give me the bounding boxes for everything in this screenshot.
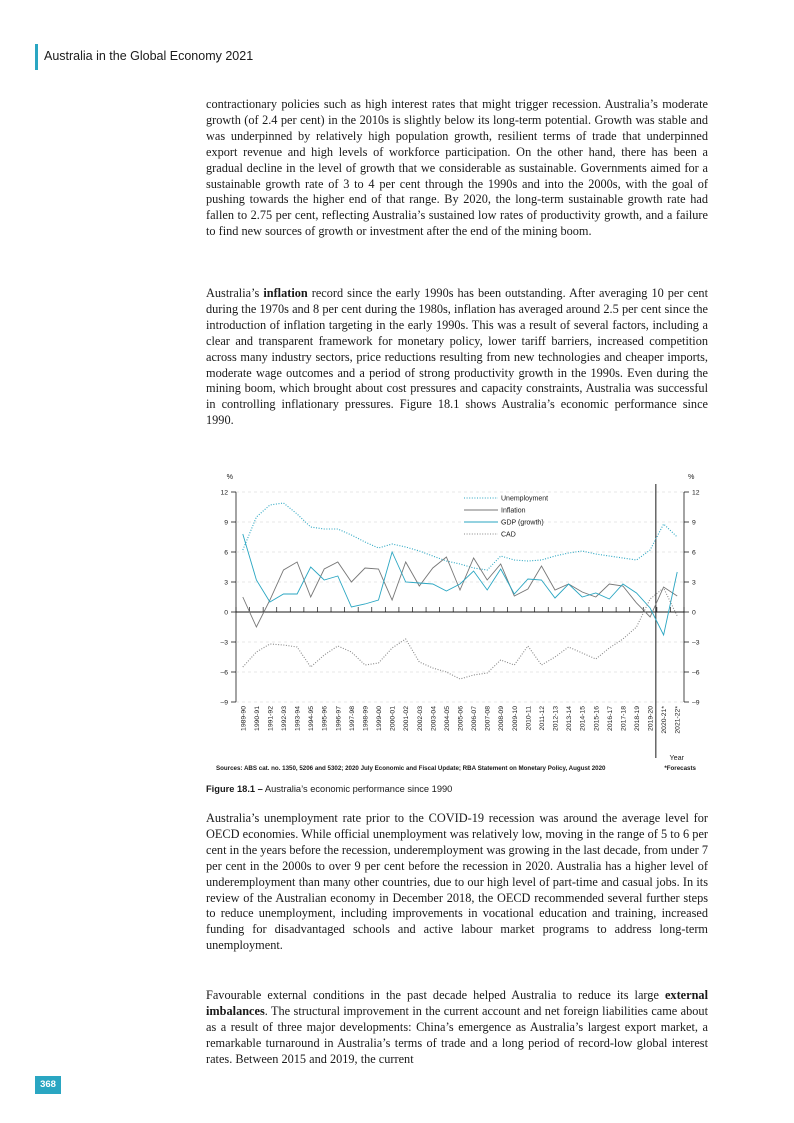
x-tick-label: 2018-19	[634, 706, 641, 731]
x-tick-label: 2001-02	[403, 706, 410, 731]
x-tick-label: 2008-09	[498, 706, 505, 731]
y-tick-label-left: 3	[224, 580, 228, 587]
paragraph-unemployment: Australia’s unemployment rate prior to t…	[206, 811, 708, 953]
x-tick-label: 1999-00	[376, 706, 383, 731]
x-tick-label: 2016-17	[607, 706, 614, 731]
x-tick-label: 1990-91	[254, 706, 261, 731]
x-tick-label: 2019-20	[648, 706, 655, 731]
paragraph-external-lead: Favourable external conditions in the pa…	[206, 988, 665, 1002]
y-tick-label-right: 0	[692, 610, 696, 617]
y-tick-label-left: 6	[224, 550, 228, 557]
paragraph-growth: contractionary policies such as high int…	[206, 97, 708, 239]
series-line-inflation	[242, 556, 678, 629]
legend-label: Unemployment	[501, 496, 548, 503]
y-tick-label-right: 9	[692, 520, 696, 527]
x-tick-label: 2012-13	[553, 706, 560, 731]
figure-caption: Figure 18.1 – Australia’s economic perfo…	[206, 784, 452, 794]
x-tick-label: 2000-01	[390, 706, 397, 731]
series-line-gdp-growth	[242, 533, 678, 637]
y-tick-label-right: 6	[692, 550, 696, 557]
paragraph-external-body: . The structural improvement in the curr…	[206, 1003, 708, 1066]
x-tick-label: 1996-97	[335, 706, 342, 731]
x-tick-label: 1991-92	[267, 706, 274, 731]
x-tick-label: 2021-22*	[675, 706, 682, 734]
y-tick-label-left: –6	[220, 670, 228, 677]
chart-sources: Sources: ABS cat. no. 1350, 5206 and 530…	[216, 765, 606, 772]
x-tick-label: 1994-95	[308, 706, 315, 731]
x-tick-label: 2010-11	[525, 706, 532, 731]
figure-chart: %% 12 12 9 9 6 6 3 3 0 0 –3 –3 –6 –6 –9 –9 1989-90 1990-91…	[206, 466, 710, 776]
x-tick-label: 1998-99	[362, 706, 369, 731]
y-tick-label-left: 12	[220, 490, 228, 497]
x-tick-label: 2002-03	[417, 706, 424, 731]
y-tick-label-right: –3	[692, 640, 700, 647]
page-number: 368	[35, 1076, 61, 1094]
figure-caption-text: Australia’s economic performance since 1…	[262, 784, 453, 794]
y-tick-label-right: 12	[692, 490, 700, 497]
y-axis-unit-right: %	[688, 472, 695, 481]
paragraph-inflation: Australia’s inflation record since the e…	[206, 286, 708, 429]
x-axis-title: Year	[669, 753, 684, 762]
x-tick-label: 2013-14	[566, 706, 573, 731]
x-tick-label: 1992-93	[281, 706, 288, 731]
x-tick-label: 2011-12	[539, 706, 546, 731]
series-line-cad	[242, 587, 678, 680]
keyword-external-imbalances: external imbalances	[206, 988, 708, 1018]
x-tick-label: 1995-96	[322, 706, 329, 731]
y-tick-label-left: –9	[220, 700, 228, 707]
paragraph-external: Favourable external conditions in the pa…	[206, 988, 708, 1068]
x-tick-label: 2004-05	[444, 706, 451, 731]
header-accent-bar	[35, 44, 38, 70]
series-line-unemployment	[242, 502, 678, 571]
x-tick-label: 2020-21*	[661, 706, 668, 734]
legend-label: GDP (growth)	[501, 520, 544, 527]
x-tick-label: 2014-15	[580, 706, 587, 731]
x-tick-label: 2015-16	[593, 706, 600, 731]
x-tick-label: 2009-10	[512, 706, 519, 731]
y-tick-label-right: –6	[692, 670, 700, 677]
y-tick-label-left: 9	[224, 520, 228, 527]
x-tick-label: 1989-90	[240, 706, 247, 731]
x-tick-label: 2005-06	[458, 706, 465, 731]
x-tick-label: 2017-18	[620, 706, 627, 731]
x-tick-label: 2003-04	[430, 706, 437, 731]
legend-label: CAD	[501, 532, 516, 539]
forecast-note: *Forecasts	[664, 765, 696, 772]
y-axis-unit-left: %	[227, 472, 234, 481]
x-tick-label: 2007-08	[485, 706, 492, 731]
keyword-inflation: inflation	[263, 286, 308, 300]
figure-label: Figure 18.1 –	[206, 784, 263, 794]
y-tick-label-left: –3	[220, 640, 228, 647]
y-tick-label-right: –9	[692, 700, 700, 707]
legend-label: Inflation	[501, 508, 526, 515]
x-tick-label: 1997-98	[349, 706, 356, 731]
y-tick-label-right: 3	[692, 580, 696, 587]
x-tick-label: 1993-94	[295, 706, 302, 731]
x-tick-label: 2006-07	[471, 706, 478, 731]
paragraph-inflation-body: record since the early 1990s has been ou…	[206, 286, 708, 428]
running-header-title: Australia in the Global Economy 2021	[44, 49, 254, 63]
economic-performance-chart: % % 12 12 9 9 6 6 3 3 0 0 –3 –3 –6 –6 –9 –9 1989-90 1990-91…	[216, 472, 700, 772]
y-tick-label-left: 0	[224, 610, 228, 617]
paragraph-inflation-lead: Australia’s	[206, 286, 264, 300]
